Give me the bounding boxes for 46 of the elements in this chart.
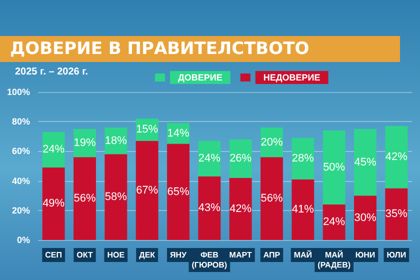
y-tick-label: 40% bbox=[12, 176, 30, 186]
data-label: 42% bbox=[230, 202, 252, 215]
x-tick-label: МАРТ bbox=[229, 250, 252, 260]
x-tick-label: МАЙ (РАДЕВ) bbox=[318, 250, 351, 270]
x-tick-label: ОКТ bbox=[76, 250, 93, 260]
data-label: 43% bbox=[198, 202, 221, 214]
y-tick-label: 100% bbox=[6, 87, 30, 97]
data-label: 67% bbox=[136, 184, 158, 196]
data-label: 50% bbox=[323, 161, 346, 174]
data-label: 41% bbox=[292, 204, 314, 216]
data-label: 42% bbox=[385, 151, 408, 164]
data-label: 58% bbox=[104, 191, 128, 204]
data-label: 56% bbox=[260, 192, 283, 205]
x-tick-label: ЮЛИ bbox=[386, 250, 406, 260]
data-label: 35% bbox=[385, 208, 408, 220]
data-label: 24% bbox=[198, 152, 221, 165]
x-tick-label: АПР bbox=[263, 250, 281, 260]
x-tick-label: МАЙ bbox=[294, 250, 312, 260]
y-tick-label: 0% bbox=[16, 235, 30, 245]
chart-subtitle: 2025 г. – 2026 г. bbox=[15, 66, 88, 78]
x-tick-label: ЯНУ bbox=[170, 250, 188, 260]
y-tick-label: 80% bbox=[12, 116, 30, 127]
data-label: 56% bbox=[74, 192, 96, 205]
data-label: 14% bbox=[167, 127, 190, 140]
data-label: 19% bbox=[74, 137, 96, 150]
data-label: 30% bbox=[354, 212, 376, 224]
x-tick-label: НОЕ bbox=[107, 250, 126, 260]
data-label: 45% bbox=[354, 156, 376, 168]
x-tick-label: ДЕК bbox=[139, 250, 156, 260]
chart-title: ДОВЕРИЕ В ПРАВИТЕЛСТВОТО bbox=[0, 36, 400, 62]
data-label: 20% bbox=[260, 136, 283, 148]
y-tick-label: 60% bbox=[12, 146, 30, 156]
data-label: 26% bbox=[230, 152, 252, 165]
data-label: 24% bbox=[42, 144, 65, 156]
x-tick-label: ЮНИ bbox=[355, 250, 376, 260]
legend-label: НЕДОВЕРИЕ bbox=[263, 72, 320, 82]
data-label: 28% bbox=[292, 152, 314, 165]
data-label: 49% bbox=[42, 198, 65, 210]
y-tick-label: 20% bbox=[12, 205, 30, 216]
x-tick-label: СЕП bbox=[45, 250, 62, 260]
data-label: 65% bbox=[167, 186, 190, 198]
data-label: 24% bbox=[323, 216, 346, 228]
data-label: 18% bbox=[104, 134, 128, 147]
legend-label: ДОВЕРИЕ bbox=[178, 72, 222, 82]
data-label: 15% bbox=[136, 124, 158, 136]
x-tick-label: ФЕВ (ГЮРОВ) bbox=[192, 250, 228, 270]
